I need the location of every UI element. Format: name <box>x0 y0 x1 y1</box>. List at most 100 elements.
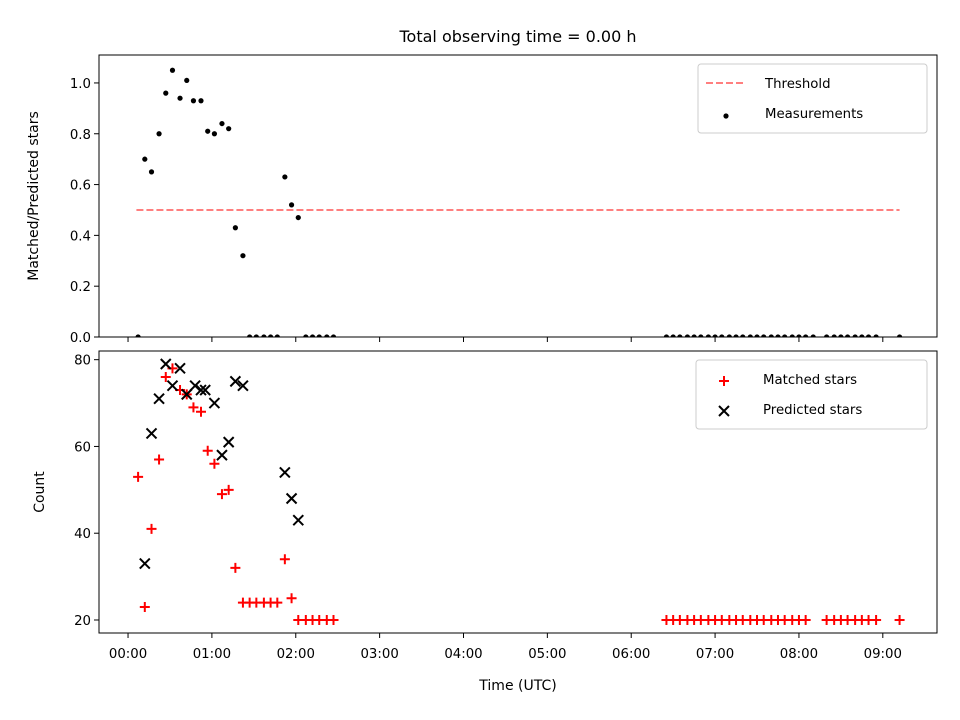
x-tick-label: 02:00 <box>277 647 315 662</box>
measurement-point <box>205 128 211 134</box>
measurement-point <box>148 169 155 175</box>
predicted-star-point <box>139 557 151 570</box>
x-tick-label: 06:00 <box>612 647 650 662</box>
predicted-star-point <box>208 397 221 409</box>
measurement-point <box>796 334 802 337</box>
x-tick-label: 00:00 <box>109 647 147 662</box>
matched-star-point <box>146 523 157 534</box>
x-tick-label: 01:00 <box>193 647 231 662</box>
measurement-point <box>691 334 697 337</box>
predicted-star-point <box>285 492 298 505</box>
measurement-point <box>303 334 309 337</box>
legend-label: Threshold <box>764 77 831 92</box>
measurement-point <box>232 225 238 231</box>
measurement-point <box>268 334 274 337</box>
measurement-point <box>775 334 781 337</box>
measurement-point <box>896 334 903 337</box>
legend-label: Predicted stars <box>763 403 862 418</box>
x-tick-label: 04:00 <box>444 647 482 662</box>
measurement-point <box>782 334 788 337</box>
measurement-point <box>865 334 872 337</box>
predicted-star-point <box>292 514 304 526</box>
y-tick-label: 1.0 <box>70 77 91 92</box>
x-tick-label: 07:00 <box>696 647 734 662</box>
measurement-point <box>198 98 204 104</box>
y-tick-label: 0.6 <box>70 179 91 194</box>
measurement-point <box>316 334 322 337</box>
predicted-star-point <box>222 436 235 448</box>
measurement-point <box>219 120 225 127</box>
predicted-star-point <box>189 380 201 392</box>
measurement-point <box>253 334 259 337</box>
plot-area <box>135 67 903 337</box>
matched-star-point <box>160 372 171 383</box>
predicted-star-point <box>145 427 158 440</box>
x-tick-label: 09:00 <box>864 647 902 662</box>
measurement-point <box>670 334 676 337</box>
top-legend: Threshold Measurements <box>697 63 928 134</box>
matched-star-point <box>202 445 213 456</box>
measurement-point <box>142 156 148 162</box>
measurement-point <box>810 334 816 337</box>
measurement-point <box>330 334 337 337</box>
legend-box <box>697 63 928 134</box>
measurement-point <box>247 334 253 337</box>
plot-area <box>133 358 905 625</box>
axes-frame <box>98 350 938 634</box>
measurement-point <box>184 77 190 84</box>
measurement-point <box>261 334 267 337</box>
measurement-point <box>754 334 760 337</box>
axes-frame <box>98 54 938 338</box>
matched-star-point <box>894 614 905 625</box>
y-tick-label: 0.0 <box>70 331 91 346</box>
measurement-point <box>873 334 879 337</box>
matched-star-point <box>272 597 283 608</box>
matched-star-point <box>230 562 241 573</box>
predicted-star-point <box>181 388 193 401</box>
predicted-star-point <box>216 449 228 461</box>
measurement-point <box>719 334 725 337</box>
measurement-point <box>324 334 330 337</box>
measurement-point <box>282 174 288 180</box>
y-tick-label: 40 <box>74 527 91 542</box>
measurement-point <box>838 334 844 337</box>
measurement-point <box>844 334 851 337</box>
measurement-point <box>663 334 670 337</box>
measurement-point <box>177 95 183 101</box>
measurement-point <box>274 334 280 337</box>
matched-star-point <box>154 454 165 465</box>
matched-star-point <box>216 489 227 500</box>
measurement-point <box>768 334 774 337</box>
predicted-star-point <box>195 384 207 396</box>
legend-label: Measurements <box>765 107 863 122</box>
measurement-point <box>226 126 232 132</box>
matched-star-point <box>133 471 144 482</box>
measurement-point <box>163 90 169 96</box>
matched-star-point <box>223 484 234 495</box>
measurement-point <box>309 334 316 337</box>
measurement-point <box>169 67 176 73</box>
top-axes: 0.0 0.2 0.4 0.6 0.8 1.0 <box>70 54 938 346</box>
matched-star-point <box>328 614 339 625</box>
matched-star-point <box>871 614 882 625</box>
measurement-point <box>698 334 704 337</box>
legend-predicted-swatch <box>718 405 730 417</box>
matched-star-point <box>286 593 297 604</box>
measurement-point <box>789 334 795 337</box>
predicted-star-point <box>229 375 242 388</box>
measurement-point <box>677 334 683 337</box>
y-tick-label: 60 <box>74 440 91 455</box>
bottom-xlabel: Time (UTC) <box>478 678 556 694</box>
matched-star-point <box>279 554 290 565</box>
y-tick-label: 80 <box>74 354 91 369</box>
legend-box <box>695 359 928 430</box>
predicted-star-point <box>160 358 172 370</box>
measurement-point <box>859 334 865 337</box>
matched-star-point <box>188 402 199 413</box>
measurement-point <box>712 334 718 337</box>
measurement-point <box>684 334 691 337</box>
measurement-point <box>824 334 830 337</box>
measurement-point <box>803 334 809 337</box>
measurement-point <box>733 334 739 337</box>
